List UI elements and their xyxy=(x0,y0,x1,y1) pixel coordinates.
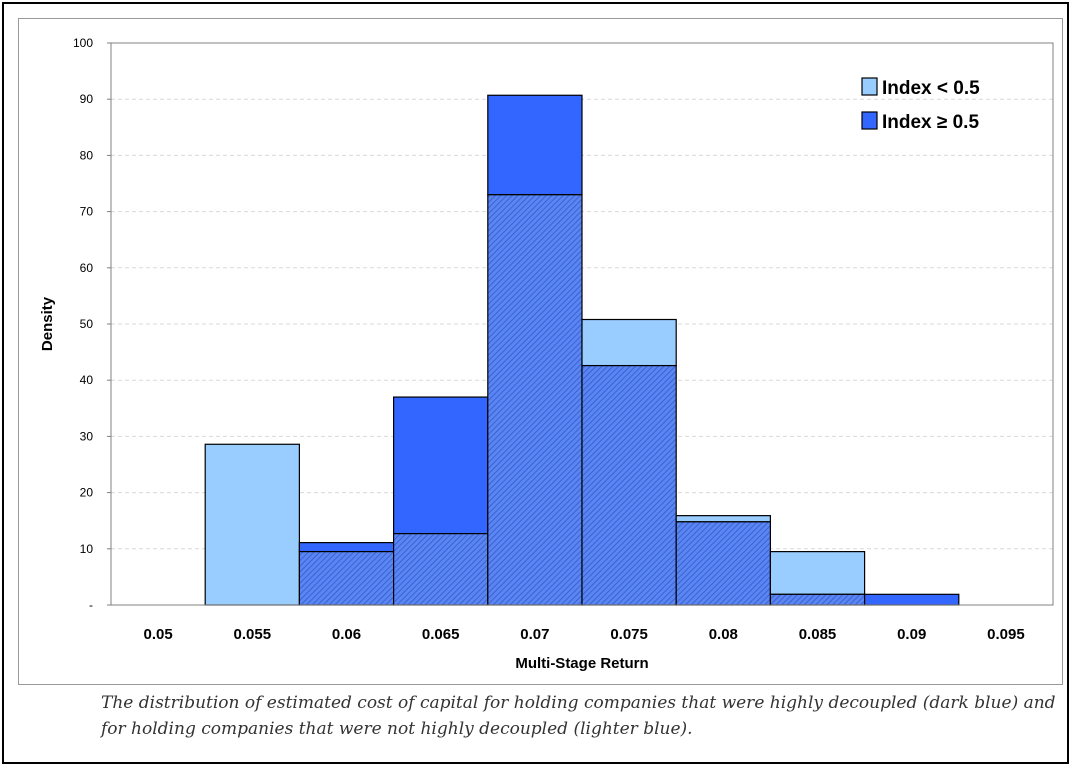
bar-segment xyxy=(675,515,772,523)
bar-overlap xyxy=(769,593,866,606)
y-tick-label: 100 xyxy=(73,36,93,50)
x-tick-label: 0.095 xyxy=(987,626,1025,643)
y-tick-label: 40 xyxy=(80,373,94,387)
x-tick-label: 0.055 xyxy=(234,626,272,643)
bar-segment xyxy=(204,443,300,606)
legend-swatch xyxy=(861,111,878,130)
x-tick-label: 0.08 xyxy=(709,626,738,643)
y-tick-label: 10 xyxy=(80,542,94,556)
histogram-chart: - 10 20 30 40 50 60 70 80 90 100 0.05 0.055 0.06 0.065… xyxy=(39,36,1054,672)
bar-overlap xyxy=(298,551,395,606)
bar-segment xyxy=(769,551,866,595)
y-tick-label: 70 xyxy=(80,205,94,219)
bar-segment xyxy=(487,94,583,196)
bar-segment xyxy=(581,318,677,367)
legend-swatch xyxy=(861,77,878,96)
y-tick-label: - xyxy=(89,598,93,612)
bar-overlap xyxy=(581,364,677,606)
x-tick-label: 0.075 xyxy=(610,626,648,643)
x-tick-label: 0.09 xyxy=(897,626,926,643)
legend-label: Index < 0.5 xyxy=(882,78,980,99)
bar-overlap xyxy=(393,533,489,606)
y-axis-title: Density xyxy=(39,296,56,351)
axes: - 10 20 30 40 50 60 70 80 90 100 0.05 0.055 0.06 0.065… xyxy=(39,36,1054,672)
x-tick-label: 0.06 xyxy=(332,626,361,643)
x-tick-label: 0.085 xyxy=(799,626,837,643)
bar-segment xyxy=(393,396,489,535)
y-tick-label: 60 xyxy=(80,261,94,275)
bar-overlap xyxy=(487,194,583,606)
y-tick-label: 20 xyxy=(80,486,94,500)
bar-segment xyxy=(298,542,395,553)
bars xyxy=(204,94,960,606)
x-tick-label: 0.065 xyxy=(422,626,460,643)
y-tick-label: 30 xyxy=(80,429,94,443)
x-tick-label: 0.05 xyxy=(143,626,172,643)
legend: Index < 0.5 Index ≥ 0.5 xyxy=(861,77,980,133)
y-tick-label: 50 xyxy=(80,317,94,331)
x-axis-title: Multi-Stage Return xyxy=(515,655,648,672)
bar-overlap xyxy=(675,521,772,606)
x-tick-label: 0.07 xyxy=(520,626,549,643)
y-tick-label: 80 xyxy=(80,148,94,162)
y-tick-label: 90 xyxy=(80,92,94,106)
bar-segment xyxy=(863,593,960,606)
plot-border xyxy=(110,42,1054,606)
legend-label: Index ≥ 0.5 xyxy=(882,112,979,133)
figure-caption: The distribution of estimated cost of ca… xyxy=(101,693,1056,739)
